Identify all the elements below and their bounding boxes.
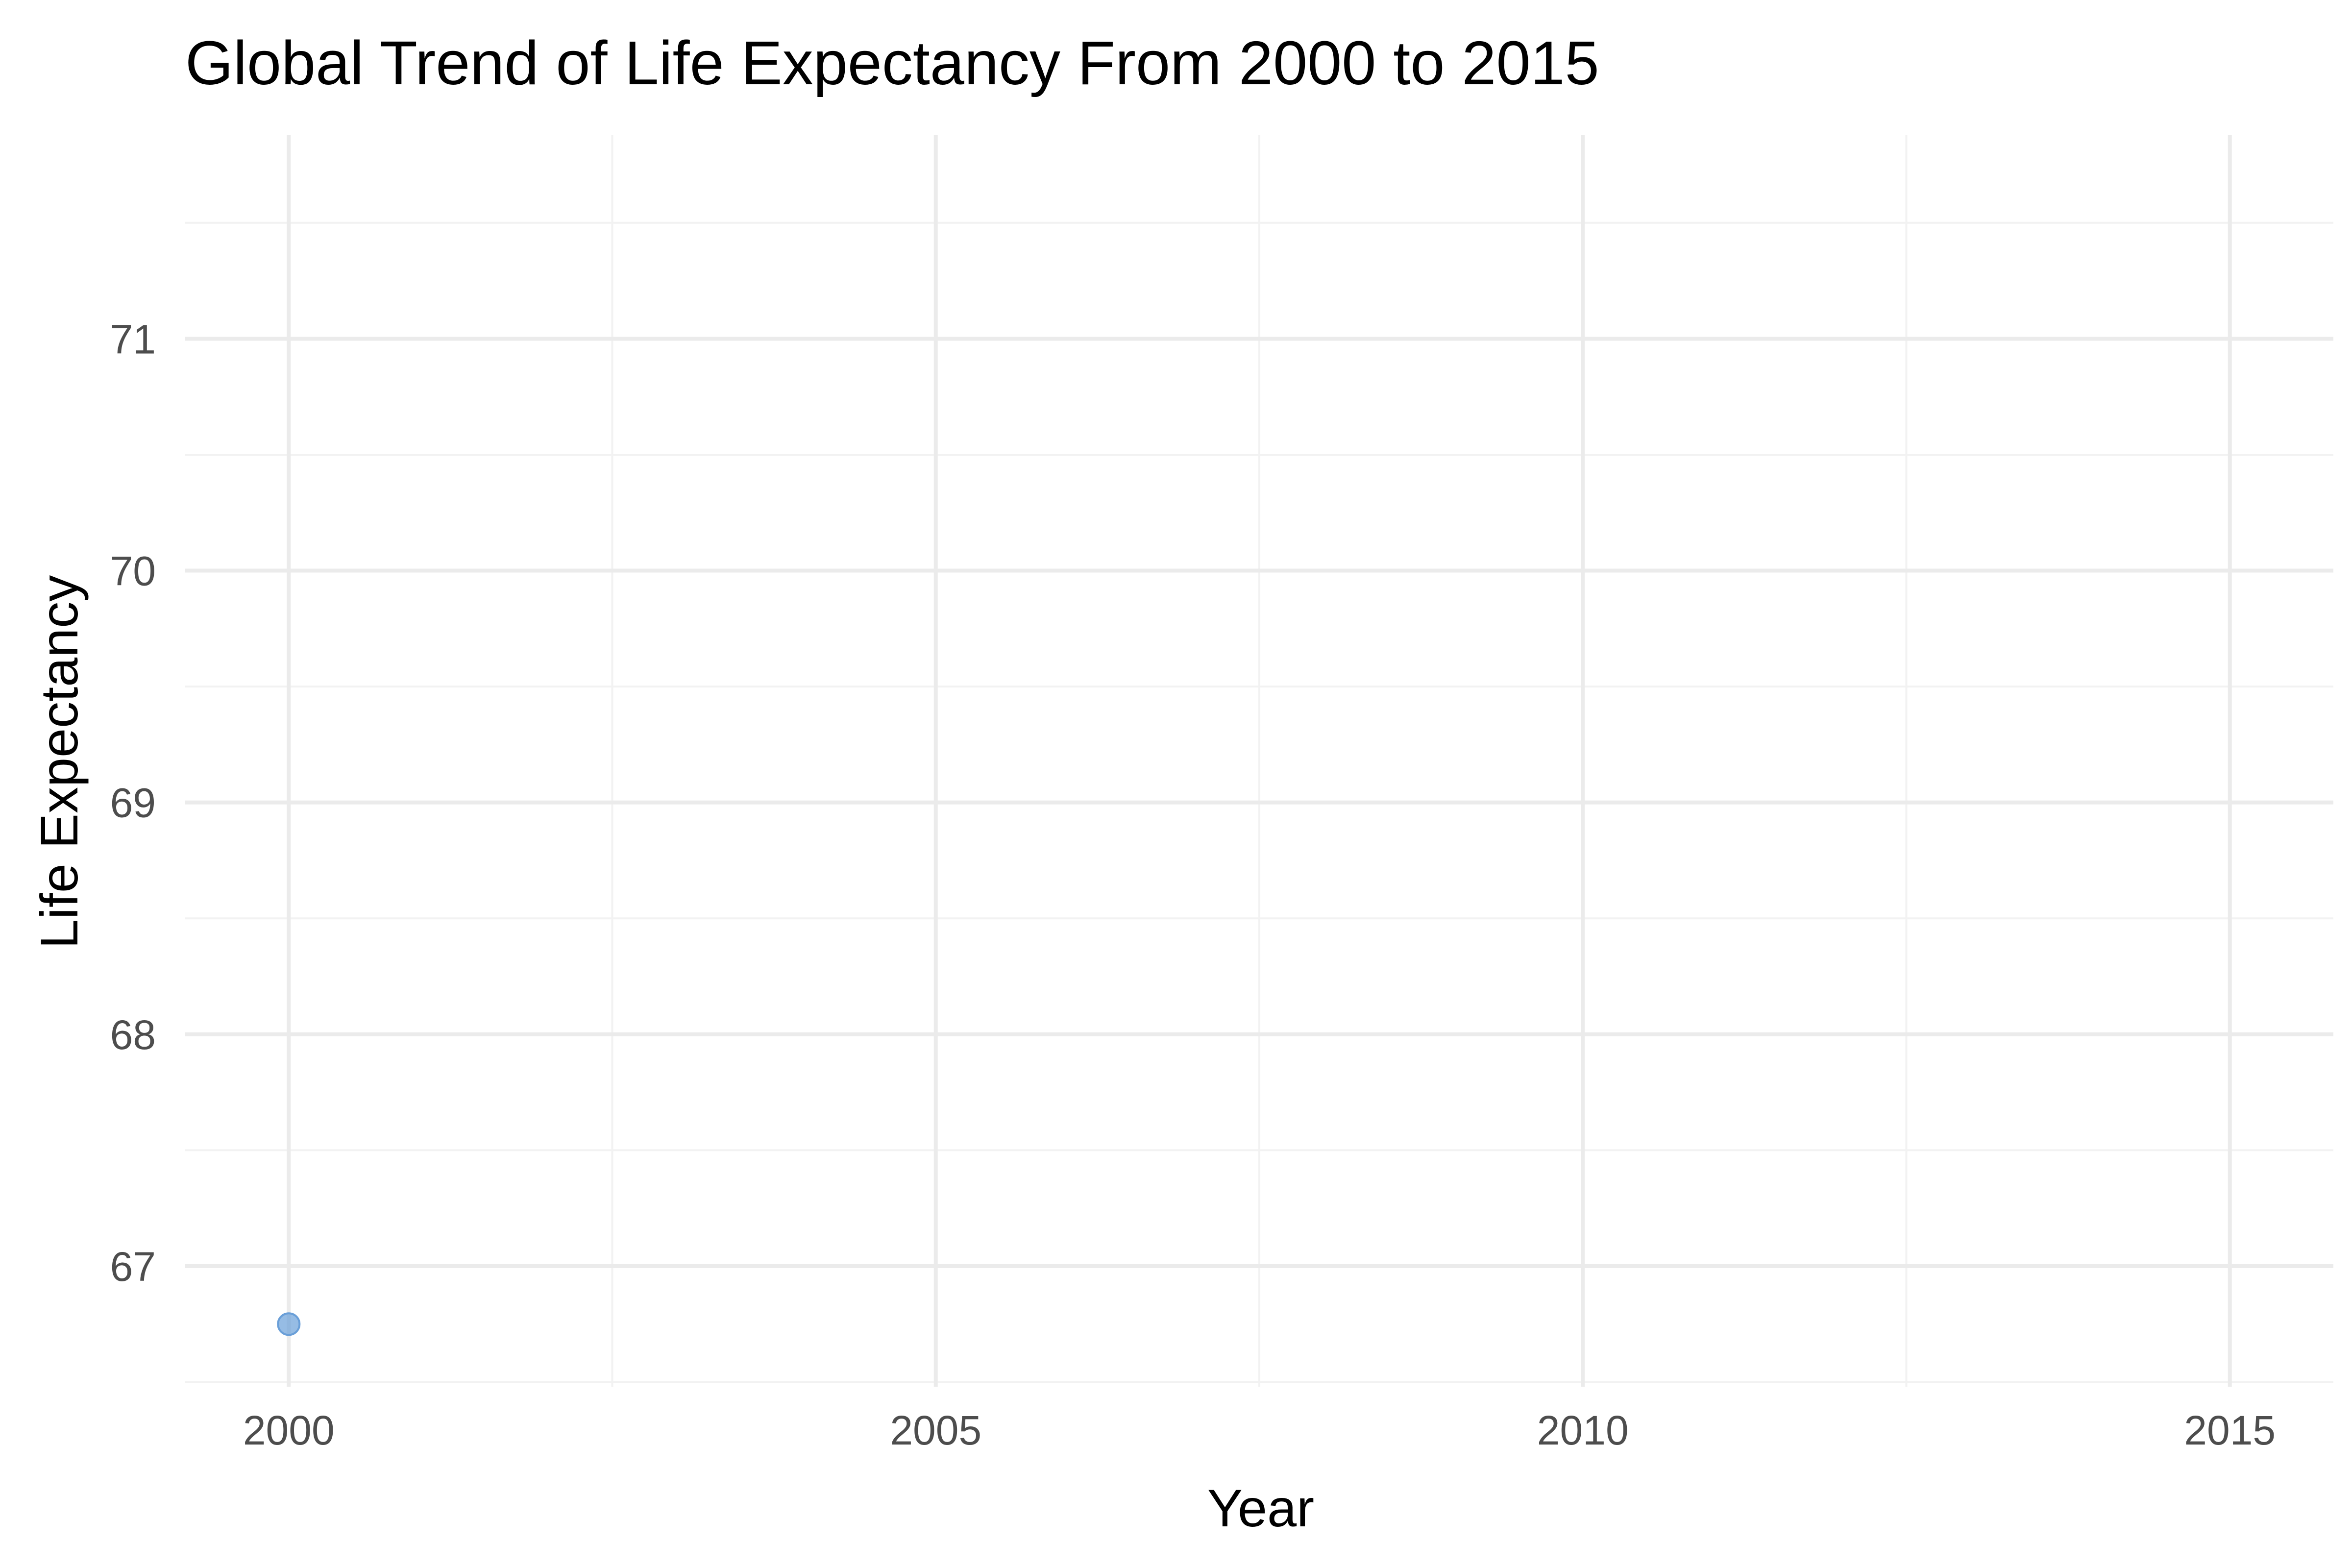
y-tick-label: 70 [110,548,156,594]
x-tick-label: 2005 [890,1407,981,1453]
data-point [277,1312,301,1336]
minor-gridlines [185,135,2333,1387]
y-tick-label: 67 [110,1244,156,1290]
x-tick-labels: 2000 2005 2010 2015 [243,1407,2276,1453]
y-tick-label: 68 [110,1012,156,1058]
data-points [277,1312,301,1336]
y-tick-labels: 67 68 69 70 71 [110,316,156,1290]
x-tick-label: 2015 [2184,1407,2276,1453]
y-tick-label: 69 [110,780,156,826]
y-tick-label: 71 [110,316,156,362]
x-axis-title: Year [1207,1478,1314,1538]
major-gridlines [185,135,2333,1387]
y-axis-title: Life Expectancy [29,575,89,949]
x-tick-label: 2010 [1537,1407,1629,1453]
chart-title: Global Trend of Life Expectancy From 200… [185,28,1599,98]
x-tick-label: 2000 [243,1407,335,1453]
